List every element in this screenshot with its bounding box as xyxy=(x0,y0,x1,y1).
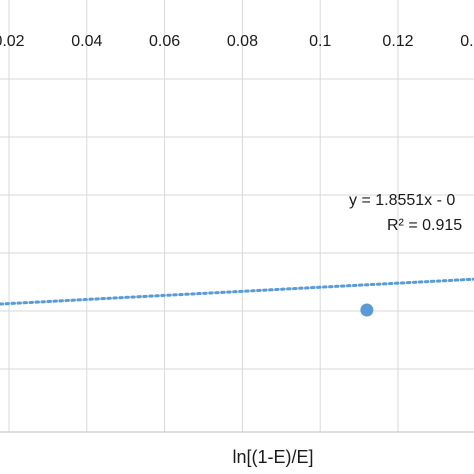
grid-layer xyxy=(0,0,474,433)
x-tick-label: 0.12 xyxy=(382,33,413,50)
x-tick-label: 0.02 xyxy=(0,33,25,50)
x-tick-label: 0.08 xyxy=(227,33,258,50)
x-tick-label: 0.1 xyxy=(309,33,331,50)
trendline xyxy=(0,277,474,306)
x-tick-label: 0.06 xyxy=(149,33,180,50)
data-point xyxy=(360,303,374,317)
x-tick-labels: 0.02 0.04 0.06 0.08 0.1 0.12 0.14 xyxy=(0,33,474,50)
x-tick-label: 0.14 xyxy=(460,33,474,50)
trendline-layer xyxy=(0,277,474,306)
x-axis-label: ln[(1-E)/E] xyxy=(232,447,313,467)
trendline-equation: y = 1.8551x - 0 xyxy=(349,192,455,209)
data-points xyxy=(360,303,374,317)
trendline-r-squared: R² = 0.915 xyxy=(387,217,462,234)
x-tick-label: 0.04 xyxy=(71,33,102,50)
